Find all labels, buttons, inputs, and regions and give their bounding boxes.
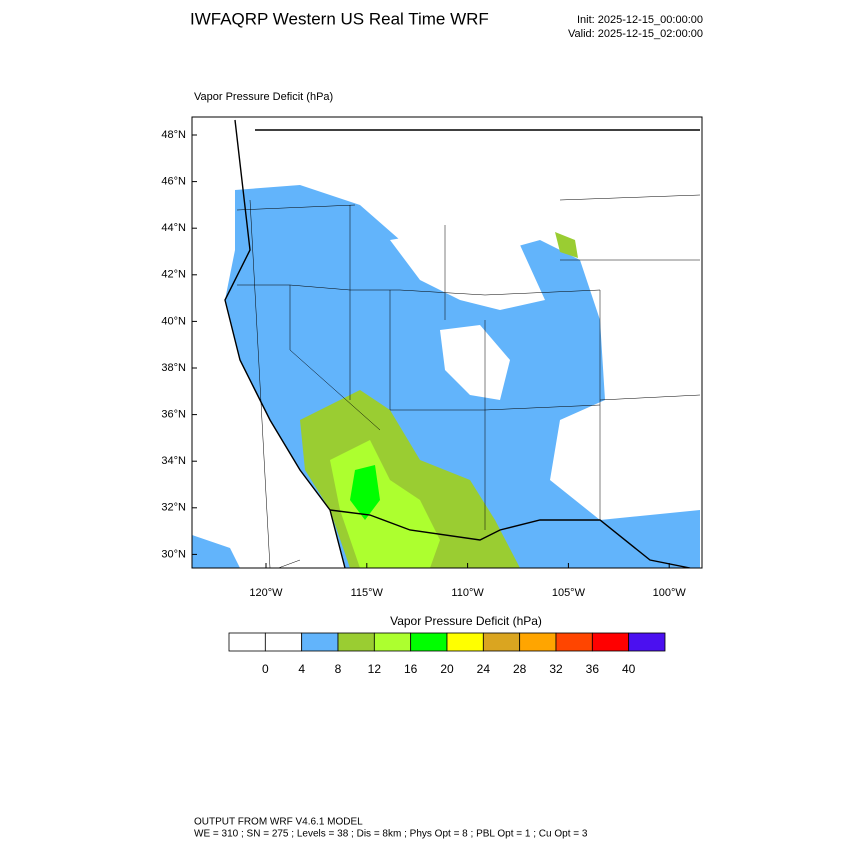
lat-tick-label: 48°N: [161, 129, 186, 141]
colorbar-title: Vapor Pressure Deficit (hPa): [390, 614, 542, 628]
vpd-field: [440, 325, 510, 400]
colorbar-swatch: [555, 632, 593, 652]
colorbar-label: 12: [368, 662, 382, 676]
lat-tick-label: 40°N: [161, 315, 186, 327]
colorbar-swatch: [628, 632, 666, 652]
colorbar-swatch: [301, 632, 339, 652]
lat-tick-label: 32°N: [161, 502, 186, 514]
colorbar-label: 16: [404, 662, 418, 676]
colorbar-swatch: [264, 632, 303, 652]
vpd-field: [192, 535, 240, 568]
footer-line: OUTPUT FROM WRF V4.6.1 MODEL: [194, 817, 363, 828]
lon-tick-label: 100°W: [653, 587, 687, 599]
colorbar-swatch: [228, 632, 266, 652]
init-time: Init: 2025-12-15_00:00:00: [577, 14, 703, 26]
colorbar-label: 28: [513, 662, 527, 676]
lon-tick-label: 120°W: [249, 587, 283, 599]
vpd-field: [350, 465, 380, 520]
page-title: IWFAQRP Western US Real Time WRF: [190, 9, 489, 28]
colorbar-label: 8: [335, 662, 342, 676]
map-frame: [191, 116, 703, 569]
colorbar-label: 32: [549, 662, 563, 676]
lat-tick-label: 30°N: [161, 548, 186, 560]
lat-tick-label: 42°N: [161, 269, 186, 281]
map: [191, 116, 703, 569]
colorbar-swatch: [410, 632, 448, 652]
colorbar-swatch: [591, 632, 630, 652]
colorbar-swatch: [446, 632, 484, 652]
colorbar-swatch: [482, 632, 521, 652]
lon-tick-label: 115°W: [351, 587, 384, 599]
map-title: Vapor Pressure Deficit (hPa): [194, 91, 333, 103]
colorbar-label: 4: [298, 662, 305, 676]
footer-line: WE = 310 ; SN = 275 ; Levels = 38 ; Dis …: [194, 829, 588, 840]
lat-tick-label: 36°N: [161, 409, 186, 421]
lat-tick-label: 46°N: [161, 176, 186, 188]
lat-tick-label: 34°N: [161, 455, 186, 467]
lat-tick-label: 38°N: [161, 362, 186, 374]
colorbar-label: 24: [477, 662, 491, 676]
valid-time: Valid: 2025-12-15_02:00:00: [568, 28, 703, 40]
lat-tick-label: 44°N: [161, 222, 186, 234]
colorbar-label: 0: [262, 662, 269, 676]
colorbar-swatch: [373, 632, 412, 652]
lon-tick-label: 110°W: [451, 587, 484, 599]
colorbar-label: 36: [586, 662, 600, 676]
vpd-field: [390, 230, 545, 310]
colorbar: 0 4 8 12 16 20 24 28 32 36 40: [228, 632, 666, 676]
colorbar-swatch: [519, 632, 557, 652]
colorbar-label: 40: [622, 662, 636, 676]
lon-tick-label: 105°W: [552, 587, 586, 599]
colorbar-swatch: [337, 632, 375, 652]
colorbar-label: 20: [440, 662, 454, 676]
vpd-field: [555, 232, 578, 258]
